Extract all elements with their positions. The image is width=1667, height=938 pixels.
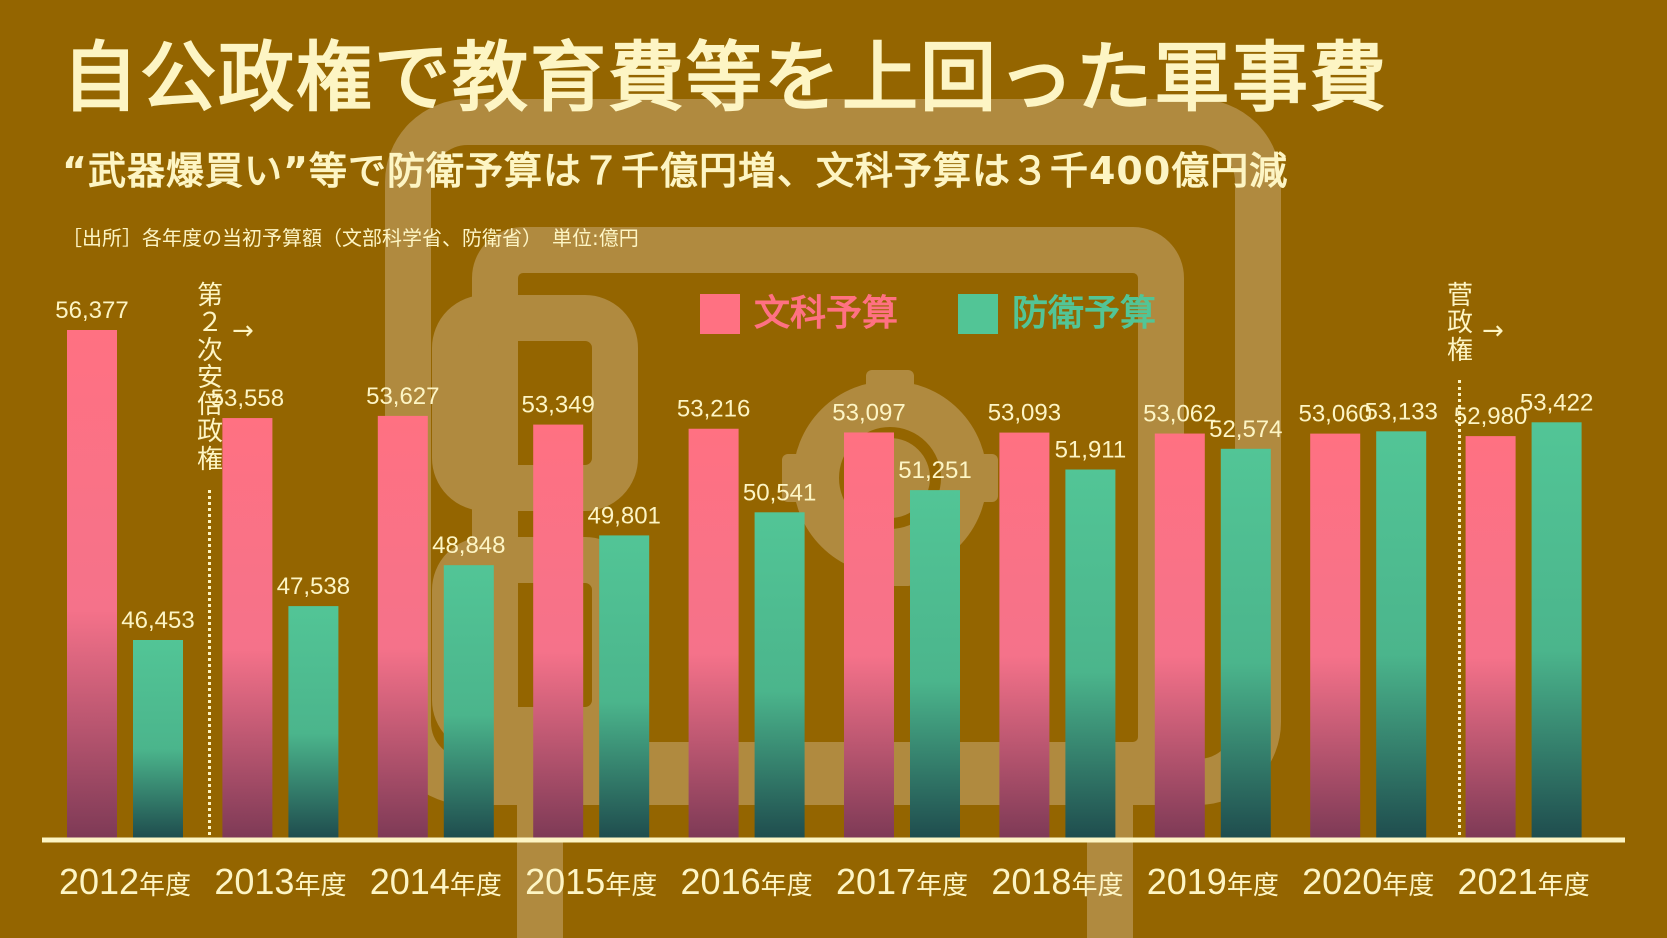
bar-monkasho-2019: [1154, 433, 1205, 838]
era-divider-abe: [208, 490, 211, 835]
x-tick-label-2019: 2019年度: [1147, 861, 1279, 902]
legend-label-bouei: 防衛予算: [1012, 293, 1157, 334]
era-arrow-suga: →: [1482, 316, 1504, 346]
chart-title: 自公政権で教育費等を上回った軍事費: [62, 33, 1388, 122]
bar-bouei-2014: [443, 565, 494, 838]
x-tick-label-2021: 2021年度: [1458, 861, 1590, 902]
value-label-bouei-2015: 49,801: [587, 502, 660, 529]
legend-swatch-bouei: [958, 294, 998, 334]
era-annotation-suga: 菅政権: [1446, 281, 1473, 366]
value-label-bouei-2018: 51,911: [1055, 437, 1127, 464]
value-label-monkasho-2015: 53,349: [521, 392, 594, 419]
legend-item-monkasho: 文科予算: [700, 292, 898, 336]
source-note: ［出所］各年度の当初予算額（文部科学省、防衛省） 単位:億円: [62, 226, 639, 250]
value-label-monkasho-2014: 53,627: [366, 383, 439, 410]
legend-label-monkasho: 文科予算: [754, 293, 899, 334]
value-label-bouei-2016: 50,541: [743, 479, 816, 506]
x-tick-label-2016: 2016年度: [681, 861, 813, 902]
legend-swatch-monkasho: [700, 294, 740, 334]
value-label-monkasho-2012: 56,377: [55, 297, 128, 324]
legend-item-bouei: 防衛予算: [958, 292, 1156, 336]
bar-monkasho-2013: [222, 418, 273, 838]
bar-bouei-2016: [754, 512, 805, 838]
value-label-monkasho-2017: 53,097: [832, 399, 905, 426]
x-tick-label-2013: 2013年度: [214, 861, 346, 902]
value-label-bouei-2017: 51,251: [898, 457, 971, 484]
value-label-monkasho-2016: 53,216: [677, 396, 750, 423]
value-label-bouei-2013: 47,538: [277, 573, 350, 600]
bar-bouei-2018: [1065, 469, 1116, 838]
bar-bouei-2021: [1531, 422, 1582, 838]
bar-bouei-2020: [1376, 431, 1427, 838]
x-tick-label-2014: 2014年度: [370, 861, 502, 902]
value-label-bouei-2020: 53,133: [1364, 398, 1437, 425]
value-label-monkasho-2019: 53,062: [1143, 401, 1216, 428]
bar-bouei-2019: [1220, 448, 1271, 838]
value-label-monkasho-2021: 52,980: [1454, 403, 1527, 430]
value-label-bouei-2014: 48,848: [432, 532, 505, 559]
bar-bouei-2012: [133, 640, 183, 838]
x-tick-label-2018: 2018年度: [991, 861, 1123, 902]
bar-monkasho-2021: [1465, 436, 1516, 838]
value-label-monkasho-2013: 53,558: [211, 385, 284, 412]
bar-monkasho-2014: [377, 415, 428, 838]
bar-monkasho-2015: [533, 424, 584, 838]
x-tick-label-2015: 2015年度: [525, 861, 657, 902]
bar-monkasho-2020: [1310, 433, 1361, 838]
value-label-bouei-2021: 53,422: [1520, 389, 1593, 416]
bar-monkasho-2016: [688, 428, 739, 838]
value-label-bouei-2012: 46,453: [121, 607, 194, 634]
bar-bouei-2017: [910, 490, 960, 838]
bar-monkasho-2012: [67, 330, 117, 838]
bar-monkasho-2018: [999, 432, 1050, 838]
bar-bouei-2013: [288, 606, 339, 838]
era-divider-suga: [1458, 380, 1461, 835]
x-tick-label-2020: 2020年度: [1302, 861, 1434, 902]
era-annotation-abe: 第２次安倍政権: [196, 281, 223, 475]
chart-subtitle: “武器爆買い”等で防衛予算は７千億円増、文科予算は３千400億円減: [62, 149, 1289, 193]
value-label-monkasho-2018: 53,093: [988, 400, 1061, 427]
value-label-bouei-2019: 52,574: [1209, 416, 1282, 443]
bar-bouei-2015: [599, 535, 650, 838]
x-tick-label-2012: 2012年度: [59, 861, 191, 902]
era-arrow-abe: →: [232, 316, 254, 346]
x-tick-label-2017: 2017年度: [836, 861, 968, 902]
value-label-monkasho-2020: 53,060: [1298, 401, 1371, 428]
bar-monkasho-2017: [844, 432, 894, 838]
